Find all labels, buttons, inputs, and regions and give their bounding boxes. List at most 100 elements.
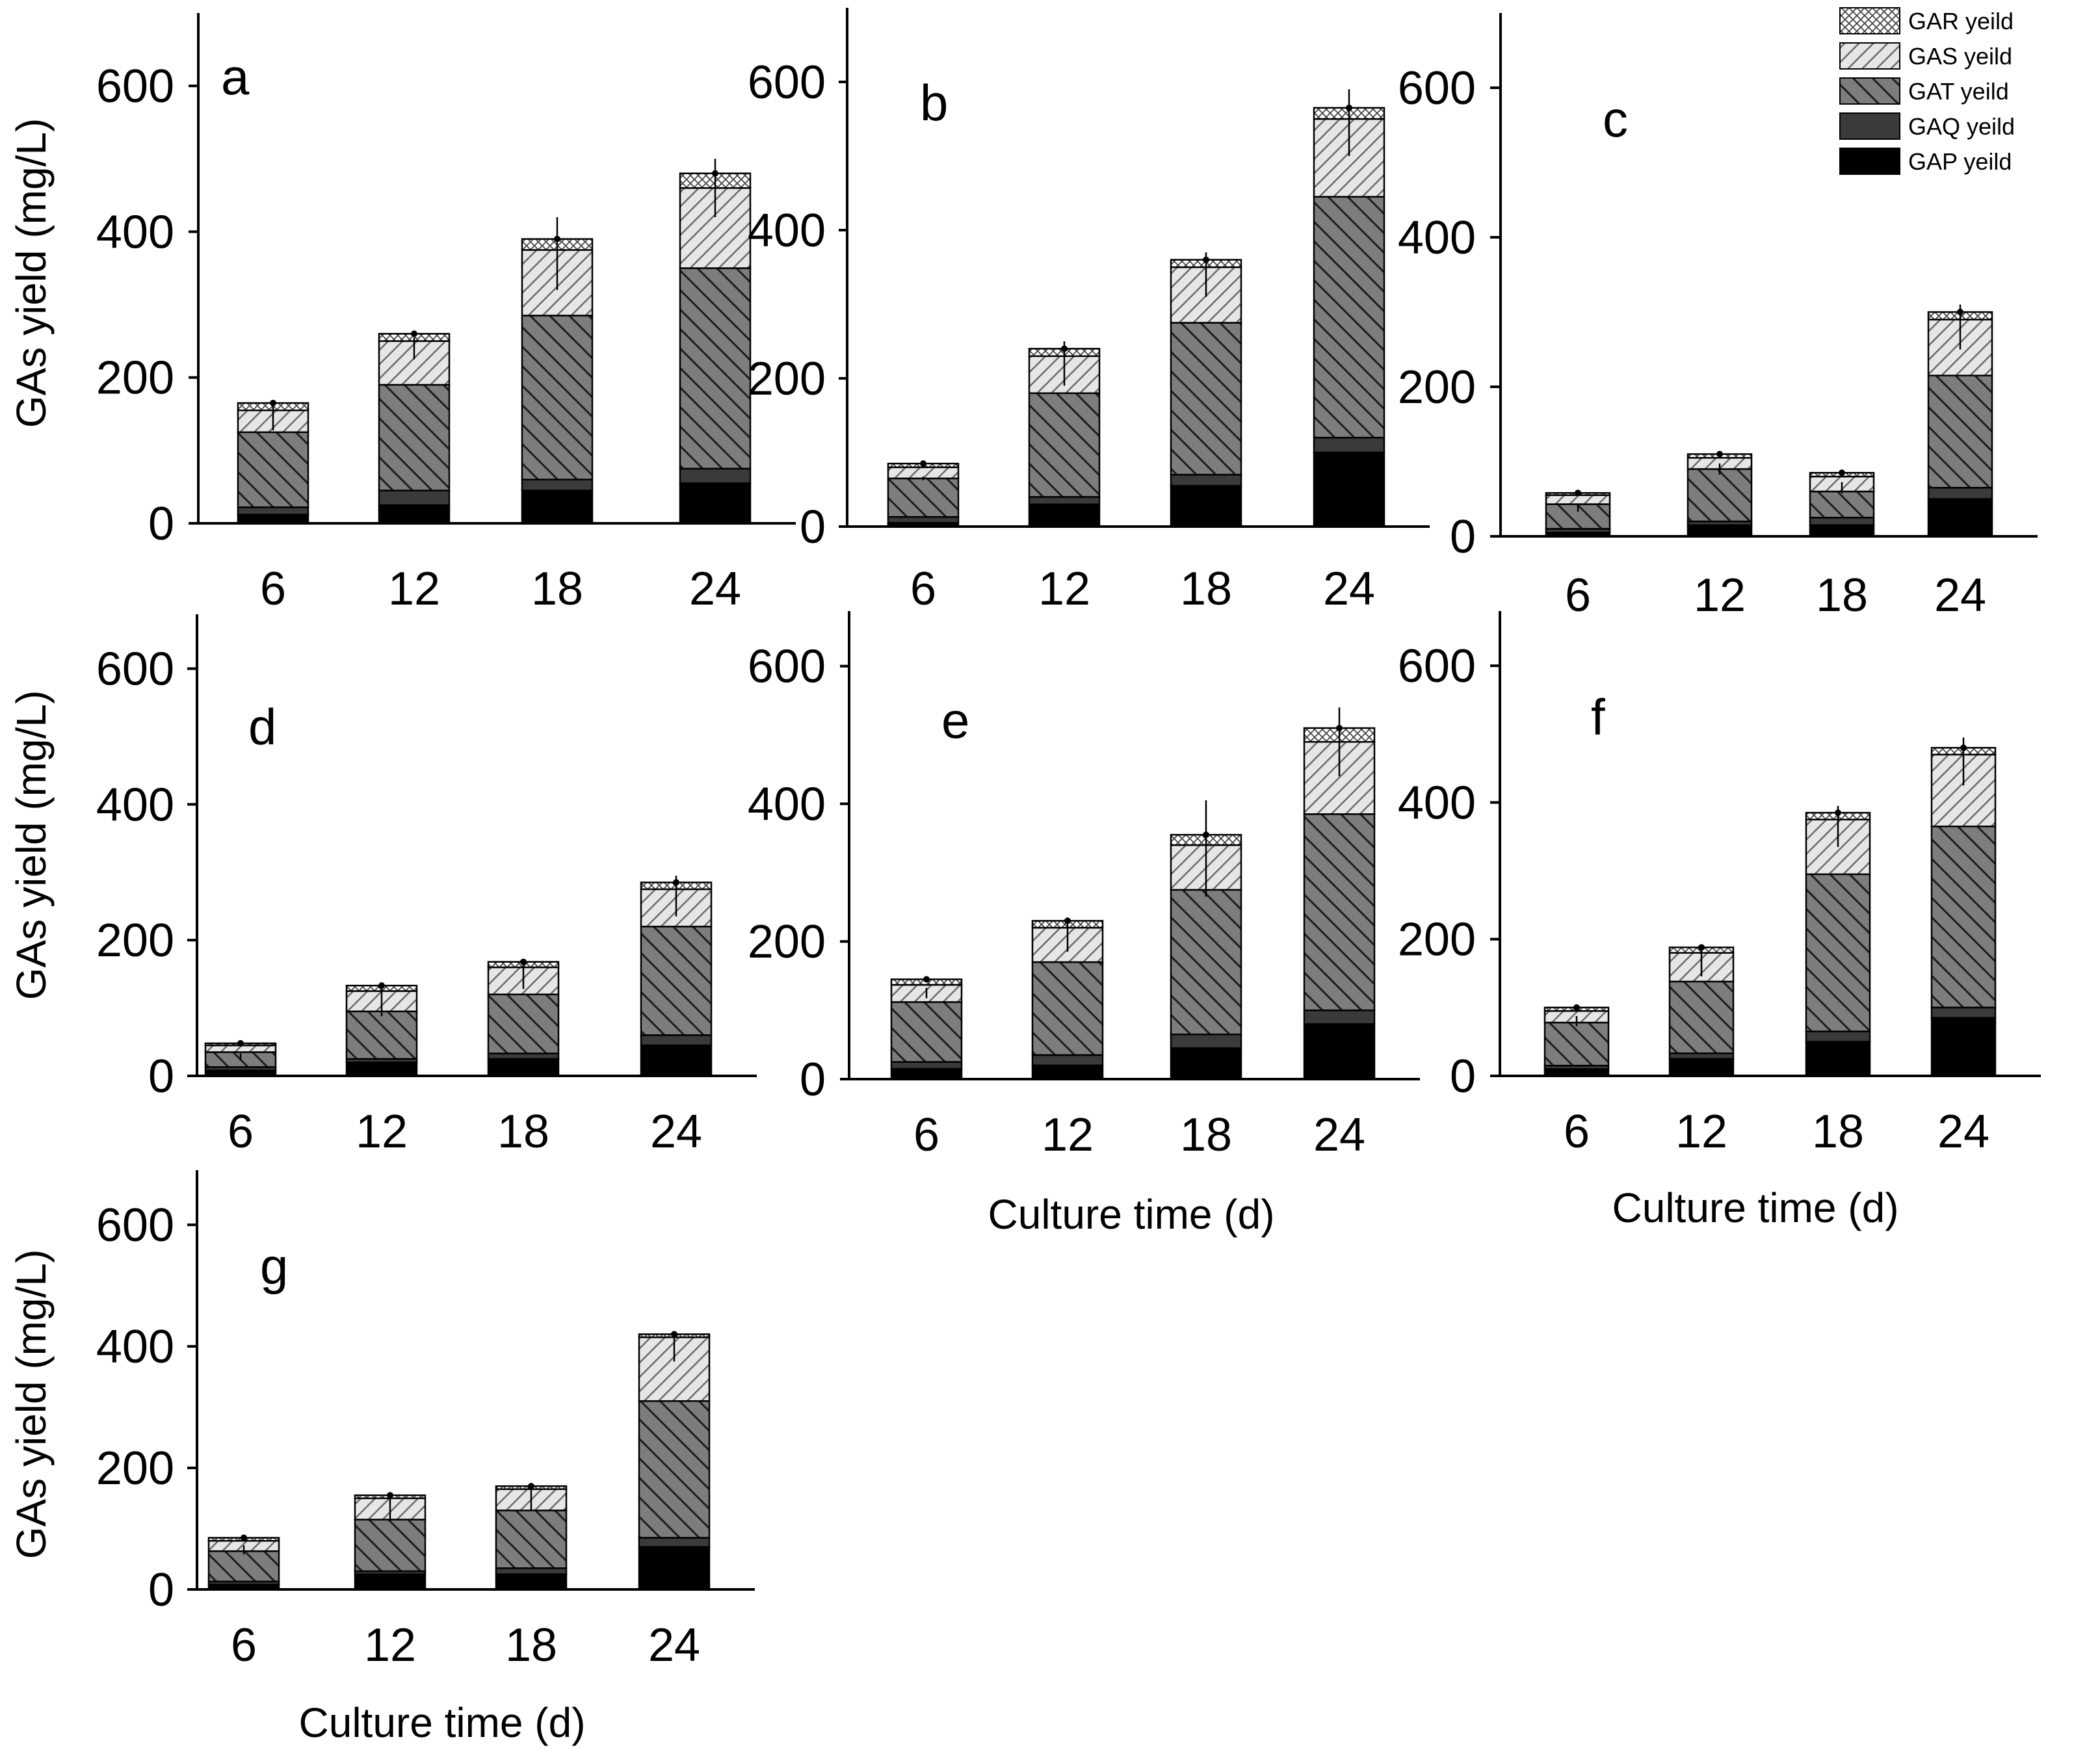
x-tick-label: 18 xyxy=(1180,1109,1232,1161)
x-tick-label: 6 xyxy=(1564,1106,1590,1158)
bar-gap-6 xyxy=(1543,1068,1610,1077)
bar-gat-12 xyxy=(1031,961,1104,1056)
bar-gat-12 xyxy=(354,1519,427,1573)
y-tick-label: 600 xyxy=(96,644,174,696)
y-tick-label: 200 xyxy=(748,353,826,405)
y-tick-label: 200 xyxy=(1398,914,1476,966)
y-tick-label: 0 xyxy=(1450,1051,1476,1103)
x-tick-label: 6 xyxy=(231,1619,257,1671)
bar-gap-12 xyxy=(378,504,451,525)
error-bar-marker xyxy=(1835,809,1841,816)
error-bar-marker xyxy=(1064,917,1071,924)
error-bar-marker xyxy=(920,460,926,467)
x-tick-label: 12 xyxy=(1675,1106,1727,1158)
bar-gas-12 xyxy=(378,340,451,386)
y-tick-label: 400 xyxy=(96,779,174,831)
bar-gap-12 xyxy=(354,1573,427,1591)
panel-letter: c xyxy=(1603,90,1628,148)
error-bar-marker xyxy=(1957,309,1963,315)
x-tick-label: 24 xyxy=(650,1106,702,1158)
error-bar-marker xyxy=(1839,469,1845,477)
error-bar-marker xyxy=(1575,490,1581,497)
x-axis-title: Culture time (d) xyxy=(988,1191,1275,1238)
bar-gap-24 xyxy=(679,482,752,525)
legend: GAR yeild GAS yeild GAT yeild GAQ yeild GAP … xyxy=(1839,7,2015,175)
bar-gat-18 xyxy=(1170,889,1242,1036)
panel-e: 0 200 400 600 6 12 18 24 e Culture time (d) xyxy=(748,611,1420,1238)
bar-gap-12 xyxy=(1031,1064,1104,1080)
legend-swatch-gas xyxy=(1839,42,1900,70)
bar-gaq-18 xyxy=(495,1567,568,1575)
bar-gap-12 xyxy=(345,1061,418,1077)
y-tick-label: 400 xyxy=(96,1321,174,1373)
bar-gat-6 xyxy=(890,1001,963,1063)
error-bar-marker xyxy=(237,1039,244,1047)
x-tick-label: 12 xyxy=(1042,1109,1094,1161)
panel-letter: g xyxy=(260,1238,288,1295)
error-bar-marker xyxy=(520,958,527,965)
bar-gap-6 xyxy=(237,514,309,525)
panel-f: 0 200 400 600 6 12 18 24 f Culture time (d) xyxy=(1398,611,2041,1231)
bar-gap-18 xyxy=(1170,485,1242,528)
x-tick-label: 18 xyxy=(497,1106,549,1158)
y-axis-title: GAs yield (mg/L) xyxy=(8,1249,55,1560)
y-tick-label: 200 xyxy=(1398,361,1476,413)
x-tick-label: 18 xyxy=(1812,1106,1864,1158)
bar-gaq-6 xyxy=(237,506,309,516)
bar-gap-18 xyxy=(487,1058,560,1077)
y-tick-label: 200 xyxy=(748,916,826,968)
panel-b: 0 200 400 600 6 12 18 24 b xyxy=(748,8,1430,615)
y-tick-label: 400 xyxy=(96,206,174,258)
bar-gap-24 xyxy=(640,1044,713,1077)
bar-gat-12 xyxy=(1668,980,1735,1054)
bar-gap-12 xyxy=(1687,524,1753,538)
error-bar-marker xyxy=(671,1331,677,1338)
bar-gap-18 xyxy=(521,490,594,525)
x-tick-label: 24 xyxy=(1323,563,1375,615)
y-tick-label: 0 xyxy=(800,501,826,553)
bar-gaq-6 xyxy=(887,516,960,524)
x-tick-label: 6 xyxy=(1565,569,1591,621)
y-tick-label: 0 xyxy=(148,1564,174,1616)
y-tick-label: 600 xyxy=(748,57,826,109)
bar-gap-18 xyxy=(1805,1041,1871,1077)
x-tick-label: 24 xyxy=(1934,569,1986,621)
y-tick-label: 0 xyxy=(1450,511,1476,563)
bar-gap-18 xyxy=(1170,1047,1242,1080)
bar-gaq-24 xyxy=(679,467,752,484)
bar-gap-12 xyxy=(1028,503,1101,528)
y-tick-label: 0 xyxy=(148,498,174,550)
bar-gat-12 xyxy=(378,384,451,491)
bar-gaq-12 xyxy=(1668,1052,1735,1060)
error-bar-marker xyxy=(411,330,417,337)
error-bar-marker xyxy=(378,982,385,989)
y-tick-label: 200 xyxy=(96,352,174,404)
bar-gat-24 xyxy=(679,267,752,470)
bar-gaq-18 xyxy=(521,478,594,491)
error-bar-marker xyxy=(673,879,679,886)
y-tick-label: 600 xyxy=(96,1199,174,1251)
bar-gaq-24 xyxy=(1927,487,1993,500)
x-tick-label: 6 xyxy=(260,563,286,615)
error-bar-marker xyxy=(923,976,930,983)
panel-letter: e xyxy=(941,692,969,749)
x-tick-label: 24 xyxy=(689,563,741,615)
y-tick-label: 200 xyxy=(96,915,174,967)
error-bar-marker xyxy=(554,235,560,242)
error-bar-marker xyxy=(1061,345,1068,352)
bar-gaq-18 xyxy=(1809,517,1875,526)
bar-gap-18 xyxy=(1809,524,1875,538)
bar-gat-24 xyxy=(638,1400,711,1539)
x-tick-label: 12 xyxy=(1038,563,1090,615)
bar-gas-6 xyxy=(1545,494,1611,505)
bar-gat-6 xyxy=(237,431,309,508)
error-bar-marker xyxy=(1573,1004,1580,1011)
bar-gat-12 xyxy=(1028,392,1101,498)
bar-gaq-6 xyxy=(890,1061,963,1070)
bar-gat-12 xyxy=(1687,468,1753,523)
x-tick-label: 24 xyxy=(1937,1106,1989,1158)
x-tick-label: 24 xyxy=(648,1619,700,1671)
y-tick-label: 600 xyxy=(748,641,826,693)
bar-gap-24 xyxy=(638,1546,711,1591)
